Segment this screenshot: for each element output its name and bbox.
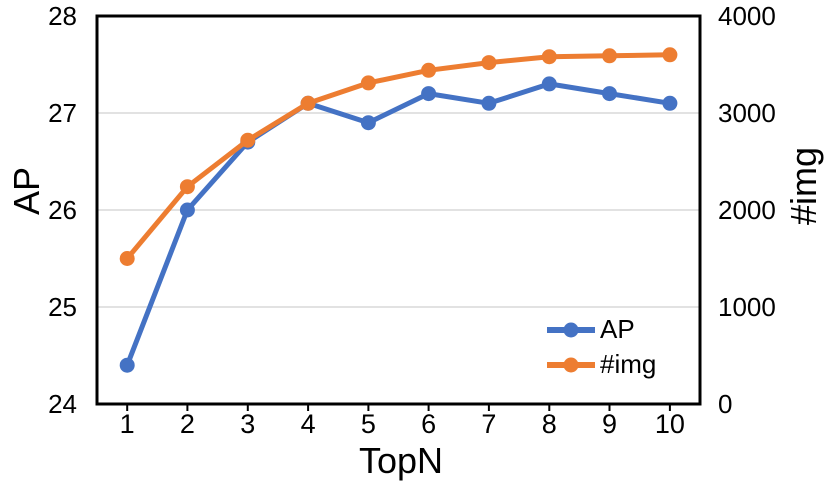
x-axis-tick-label: 6 [421, 409, 436, 439]
series-point-AP [179, 202, 195, 218]
series-point-img [119, 251, 135, 266]
y-axis-tick-label: 27 [48, 98, 77, 128]
series-point-img [602, 48, 617, 64]
y2-axis-tick-label: 4000 [718, 1, 776, 31]
series-point-img [421, 62, 437, 78]
legend: AP #img [545, 312, 656, 382]
y2-axis-tick-label: 2000 [718, 195, 776, 225]
legend-label-ap: AP [600, 314, 635, 344]
x-axis-tick-label: 2 [180, 409, 195, 439]
series-point-img [360, 75, 376, 91]
y-axis-title-left: AP [6, 166, 47, 216]
series-point-AP [481, 95, 497, 111]
x-axis-tick-label: 8 [542, 409, 557, 439]
x-axis-tick-label: 5 [361, 409, 376, 439]
series-point-img [481, 55, 497, 71]
y-axis-tick-label: 28 [48, 1, 77, 31]
y2-axis-tick-label: 3000 [718, 98, 776, 128]
y-axis-tick-label: 24 [48, 389, 77, 419]
x-axis-tick-label: 10 [655, 409, 685, 439]
series-point-img [179, 179, 195, 195]
x-axis-tick-label: 7 [481, 409, 496, 439]
x-axis-tick-label: 9 [602, 409, 617, 439]
y-axis-tick-label: 25 [48, 292, 77, 322]
x-axis-title: TopN [358, 440, 444, 481]
series-point-img [240, 132, 256, 148]
legend-item-ap: AP [545, 312, 656, 347]
x-axis-tick-label: 1 [120, 409, 135, 439]
plot-border [95, 14, 702, 406]
series-line-AP [124, 81, 673, 368]
series-line-img [124, 52, 673, 261]
y-axis-tick-label: 26 [48, 195, 77, 225]
series-point-img [662, 47, 678, 63]
series-point-AP [119, 357, 135, 373]
series-point-AP [421, 86, 437, 102]
y-axis-title-right: #img [783, 146, 824, 226]
x-axis-tick-label: 3 [240, 409, 255, 439]
series-point-img [300, 95, 316, 111]
series-point-img [541, 49, 557, 65]
legend-item-img: #img [545, 347, 656, 382]
x-axis-tick-label: 4 [301, 409, 316, 439]
series-point-AP [602, 86, 617, 102]
series-point-AP [662, 95, 678, 111]
y2-axis-tick-label: 1000 [718, 292, 776, 322]
legend-label-img: #img [600, 349, 657, 379]
legend-swatch-img-icon [547, 357, 595, 372]
legend-swatch-ap-icon [547, 322, 595, 337]
series-point-AP [360, 115, 376, 131]
y2-axis-tick-label: 0 [718, 389, 732, 419]
series-point-AP [541, 76, 557, 92]
